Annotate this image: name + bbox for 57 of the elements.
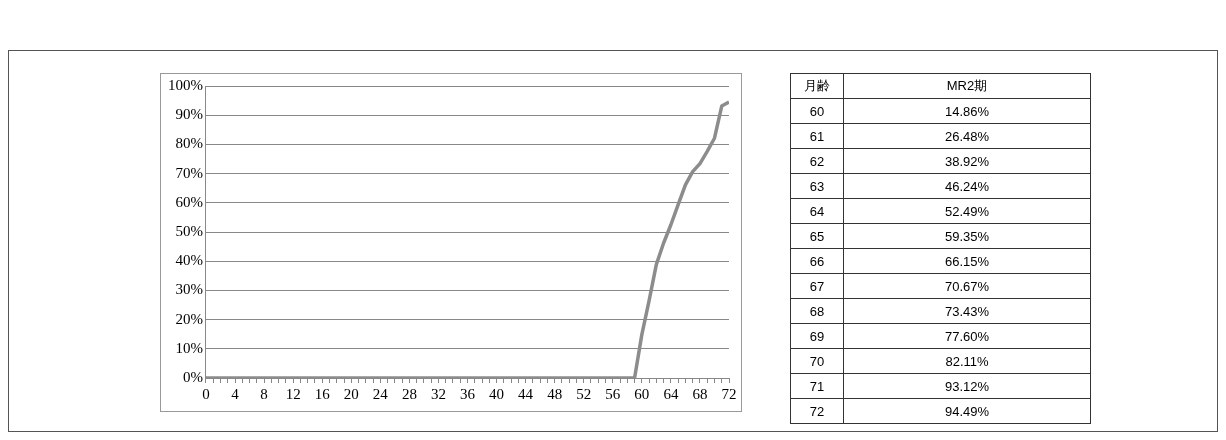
x-tick-label: 32 — [430, 385, 446, 402]
text: 94.49% — [944, 403, 990, 419]
x-tick-label: 72 — [721, 385, 737, 402]
y-tick-label: 66 — [790, 248, 844, 274]
x-tick-label: 44 — [518, 385, 534, 402]
x-tick-label: 16 — [314, 385, 331, 402]
y-tick-label: 40% — [175, 252, 203, 269]
text: 66.15% — [944, 253, 990, 269]
y-tick-label: 71 — [790, 373, 844, 399]
y-tick-label: 80% — [175, 135, 203, 152]
text: 38.92% — [944, 153, 990, 169]
y-tick-label: 100% — [168, 76, 203, 93]
x-tick-label: 36 — [460, 385, 476, 402]
text: 14.86% — [944, 103, 990, 119]
y-tick-label: 50% — [175, 222, 203, 239]
x-tick-label: MR2期 — [843, 73, 1091, 99]
y-tick-label: 60% — [175, 193, 203, 210]
y-tick-label: 30% — [175, 281, 203, 298]
x-tick-label: 56 — [605, 385, 621, 402]
y-tick-label: 61 — [790, 123, 844, 149]
y-tick-label: 60 — [790, 98, 844, 124]
text: 82.11% — [945, 353, 989, 369]
x-tick-label: 28 — [401, 385, 417, 402]
y-tick-label: 63 — [790, 173, 844, 199]
y-tick-label: 65 — [790, 223, 844, 249]
y-tick-label: 90% — [175, 106, 203, 123]
x-tick-label: 52 — [576, 385, 592, 402]
y-tick-label: 70 — [790, 348, 844, 374]
x-tick-label: 40 — [489, 385, 505, 402]
text: 93.12% — [944, 378, 990, 394]
y-tick-label: 10% — [175, 339, 203, 356]
x-tick-label: 48 — [547, 385, 563, 402]
x-tick-label: 68 — [692, 385, 708, 402]
text: 59.35% — [944, 228, 990, 244]
text: 73.43% — [944, 303, 990, 319]
x-tick-label: 8 — [260, 385, 268, 402]
y-tick-label: 64 — [790, 198, 844, 224]
y-tick-label: 62 — [790, 148, 844, 174]
y-tick-label: 68 — [790, 298, 844, 324]
y-axis-title: 月齢 — [790, 73, 844, 99]
x-tick-label: 12 — [285, 385, 301, 402]
x-tick-label: 20 — [343, 385, 359, 402]
text: 70.67% — [944, 278, 990, 294]
y-tick-label: 70% — [175, 164, 203, 181]
y-tick-label: 69 — [790, 323, 844, 349]
x-tick-label: 24 — [372, 385, 389, 402]
y-tick-label: 67 — [790, 273, 844, 299]
y-tick-label: 0% — [183, 368, 203, 385]
x-tick-label: 4 — [231, 385, 240, 402]
text: 26.48% — [944, 128, 990, 144]
x-tick-label: 60 — [634, 385, 650, 402]
x-tick-label: 64 — [663, 385, 679, 402]
text: 46.24% — [944, 178, 990, 194]
text: 77.60% — [944, 328, 990, 344]
text: 52.49% — [944, 203, 990, 219]
y-tick-label: 20% — [175, 310, 203, 327]
x-tick-label: 0 — [202, 385, 210, 402]
